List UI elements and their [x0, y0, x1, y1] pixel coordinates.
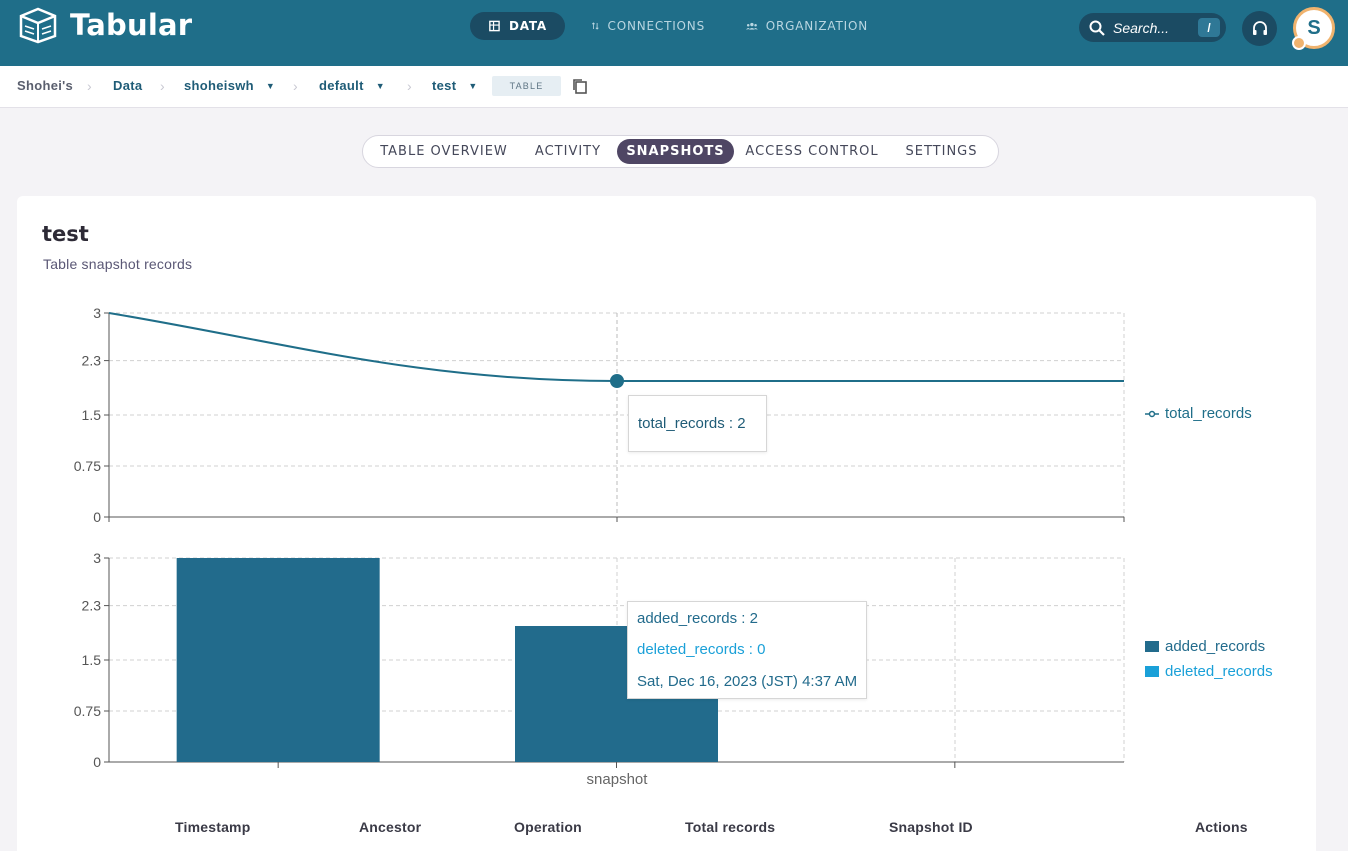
tabular-logo-icon[interactable] — [18, 4, 58, 44]
bar-added-records — [176, 558, 380, 762]
y-tick-label: 1.5 — [82, 652, 102, 668]
user-avatar[interactable]: S — [1293, 7, 1335, 49]
table-tabs: TABLE OVERVIEW ACTIVITY SNAPSHOTS ACCESS… — [362, 135, 999, 168]
y-tick-label: 0 — [93, 754, 101, 770]
legend-total-records[interactable]: total_records — [1145, 405, 1252, 422]
tab-access-control[interactable]: ACCESS CONTROL — [745, 144, 879, 159]
column-header-operation[interactable]: Operation — [514, 819, 582, 835]
y-tick-label: 2.3 — [82, 353, 102, 369]
caret-down-icon[interactable]: ▼ — [468, 80, 478, 91]
tooltip-deleted-records: deleted_records : 0 — [637, 641, 766, 658]
series-line-total-records — [108, 312, 1124, 382]
connections-icon — [591, 22, 599, 30]
nav-data-label: DATA — [508, 19, 547, 33]
chevron-right-icon: › — [407, 78, 412, 94]
top-navigation-bar: Tabular DATA CONNECTIONS ORGANIZATION / … — [0, 0, 1348, 66]
breadcrumb: Shohei's › Data › shoheiswh ▼ › default ▼ … — [0, 66, 1348, 108]
breadcrumb-data[interactable]: Data — [113, 78, 143, 93]
status-badge — [1292, 36, 1306, 50]
y-tick-label: 0 — [93, 509, 101, 525]
tab-table-overview[interactable]: TABLE OVERVIEW — [380, 144, 508, 159]
nav-organization[interactable]: ORGANIZATION — [728, 12, 886, 40]
line-chart-tooltip: total_records : 2 — [628, 395, 767, 452]
tooltip-total-records: total_records : 2 — [638, 415, 746, 432]
column-header-ancestor[interactable]: Ancestor — [359, 819, 422, 835]
tab-snapshots[interactable]: SNAPSHOTS — [617, 139, 734, 164]
y-tick-label: 2.3 — [82, 598, 102, 614]
support-button[interactable] — [1242, 11, 1277, 46]
y-tick-label: 0.75 — [74, 703, 101, 719]
y-tick-label: 1.5 — [82, 407, 102, 423]
nav-connections[interactable]: CONNECTIONS — [573, 12, 723, 40]
column-header-total-records[interactable]: Total records — [685, 819, 776, 835]
chevron-right-icon: › — [293, 78, 298, 94]
brand-name[interactable]: Tabular — [70, 8, 193, 42]
chevron-right-icon: › — [160, 78, 165, 94]
search-input[interactable] — [1113, 19, 1193, 36]
x-axis-label: snapshot — [587, 771, 649, 788]
caret-down-icon[interactable]: ▼ — [375, 80, 385, 91]
line-marker-icon — [1145, 410, 1159, 417]
database-icon — [489, 20, 500, 32]
tooltip-added-records: added_records : 2 — [637, 610, 758, 627]
column-header-actions[interactable]: Actions — [1195, 819, 1248, 835]
legend-swatch — [1145, 666, 1159, 677]
y-tick-label: 0.75 — [74, 458, 101, 474]
y-tick-label: 3 — [93, 305, 101, 321]
copy-icon[interactable] — [571, 77, 589, 95]
highlighted-point — [610, 374, 624, 388]
legend-added-records[interactable]: added_records — [1145, 638, 1265, 655]
breadcrumb-warehouse[interactable]: shoheiswh ▼ — [184, 78, 276, 93]
bar-chart-tooltip: added_records : 2 deleted_records : 0 Sa… — [627, 601, 867, 699]
breadcrumb-namespace[interactable]: default ▼ — [319, 78, 385, 93]
breadcrumb-org[interactable]: Shohei's — [17, 78, 74, 93]
page-title: test — [42, 222, 89, 246]
y-tick-label: 3 — [93, 550, 101, 566]
legend-deleted-records[interactable]: deleted_records — [1145, 663, 1273, 680]
chevron-right-icon: › — [87, 78, 92, 94]
legend-swatch — [1145, 641, 1159, 652]
nav-data[interactable]: DATA — [470, 12, 565, 40]
search-box[interactable]: / — [1079, 13, 1226, 42]
tab-activity[interactable]: ACTIVITY — [534, 144, 602, 159]
nav-connections-label: CONNECTIONS — [607, 19, 705, 33]
column-header-snapshot-id[interactable]: Snapshot ID — [889, 819, 973, 835]
headset-icon — [1252, 20, 1267, 35]
search-shortcut-key: / — [1198, 18, 1220, 37]
search-icon — [1089, 20, 1105, 36]
column-header-timestamp[interactable]: Timestamp — [175, 819, 251, 835]
tab-settings[interactable]: SETTINGS — [905, 144, 978, 159]
breadcrumb-table[interactable]: test ▼ — [432, 78, 478, 93]
caret-down-icon[interactable]: ▼ — [265, 80, 276, 91]
table-type-badge: TABLE — [492, 76, 561, 96]
nav-organization-label: ORGANIZATION — [765, 19, 868, 33]
tooltip-timestamp: Sat, Dec 16, 2023 (JST) 4:37 AM — [637, 673, 858, 690]
people-icon — [746, 22, 758, 30]
page-subtitle: Table snapshot records — [43, 256, 193, 272]
